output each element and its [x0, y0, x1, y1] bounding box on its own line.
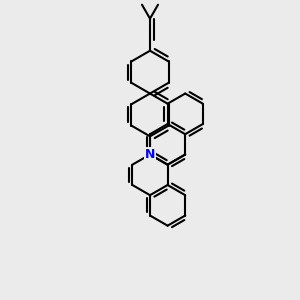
Text: N: N: [145, 148, 155, 161]
Text: N: N: [145, 148, 155, 161]
